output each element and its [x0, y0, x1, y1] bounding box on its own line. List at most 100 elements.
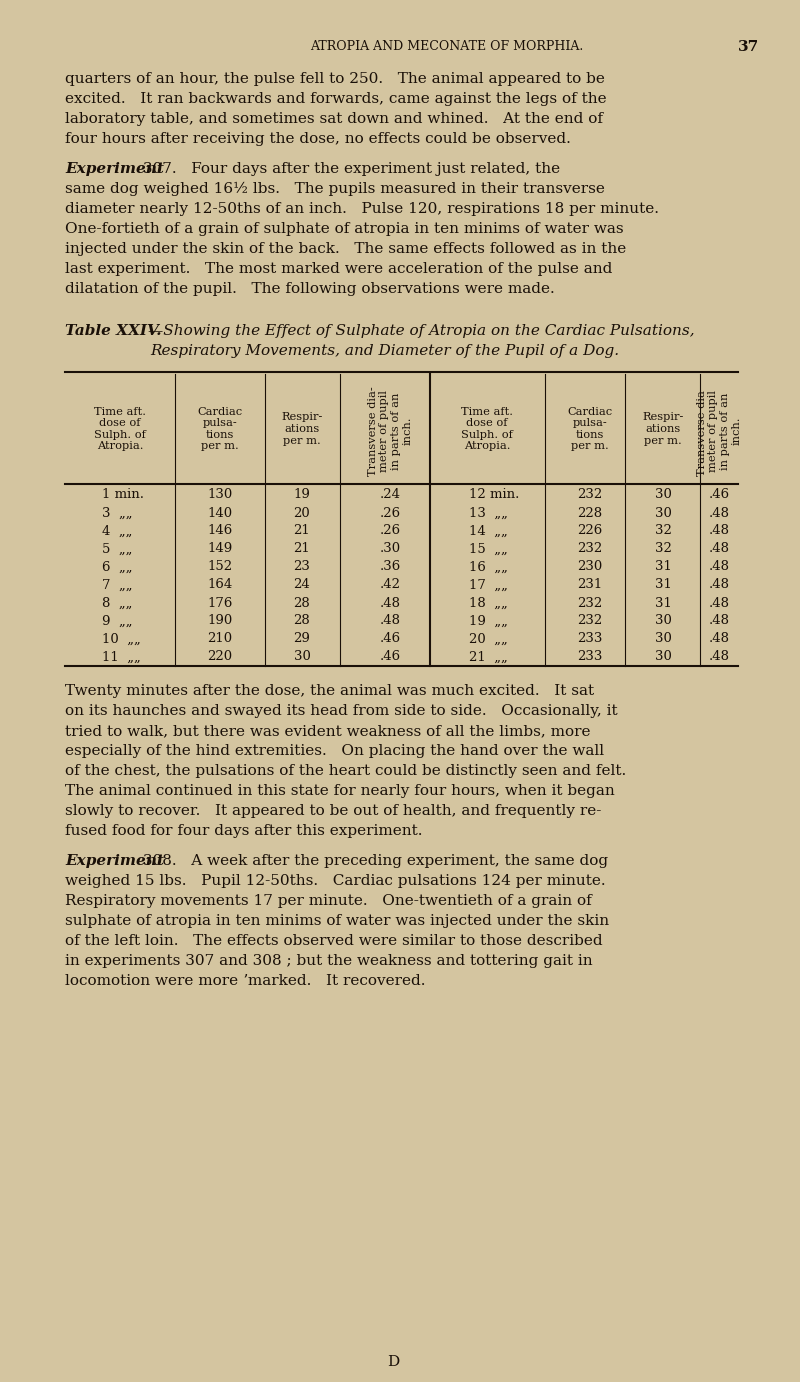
Text: 10  „„: 10 „„	[102, 633, 141, 645]
Text: 19  „„: 19 „„	[469, 615, 508, 627]
Text: 7  „„: 7 „„	[102, 579, 133, 591]
Text: 5  „„: 5 „„	[102, 543, 132, 556]
Text: Cardiac
pulsa-
tions
per m.: Cardiac pulsa- tions per m.	[198, 406, 242, 452]
Text: .48: .48	[379, 597, 401, 609]
Text: 230: 230	[578, 561, 602, 574]
Text: 220: 220	[207, 651, 233, 663]
Text: 233: 233	[578, 633, 602, 645]
Text: Respiratory Movements, and Diameter of the Pupil of a Dog.: Respiratory Movements, and Diameter of t…	[150, 344, 619, 358]
Text: 13  „„: 13 „„	[469, 506, 508, 520]
Text: 233: 233	[578, 651, 602, 663]
Text: 19: 19	[294, 488, 310, 502]
Text: 9  „„: 9 „„	[102, 615, 133, 627]
Text: 20: 20	[294, 506, 310, 520]
Text: .46: .46	[709, 488, 730, 502]
Text: .48: .48	[709, 506, 730, 520]
Text: Time aft.
dose of
Sulph. of
Atropia.: Time aft. dose of Sulph. of Atropia.	[94, 406, 146, 452]
Text: 3  „„: 3 „„	[102, 506, 133, 520]
Text: Cardiac
pulsa-
tions
per m.: Cardiac pulsa- tions per m.	[567, 406, 613, 452]
Text: on its haunches and swayed its head from side to side.   Occasionally, it: on its haunches and swayed its head from…	[65, 703, 618, 719]
Text: Table XXIV.: Table XXIV.	[65, 323, 162, 339]
Text: 31: 31	[654, 561, 671, 574]
Text: 15  „„: 15 „„	[469, 543, 508, 556]
Text: 21  „„: 21 „„	[469, 651, 508, 663]
Text: diameter nearly 12-50ths of an inch.   Pulse 120, respirations 18 per minute.: diameter nearly 12-50ths of an inch. Pul…	[65, 202, 659, 216]
Text: D: D	[387, 1354, 399, 1370]
Text: 32: 32	[654, 543, 671, 556]
Text: .24: .24	[379, 488, 401, 502]
Text: .48: .48	[709, 615, 730, 627]
Text: excited.   It ran backwards and forwards, came against the legs of the: excited. It ran backwards and forwards, …	[65, 93, 606, 106]
Text: locomotion were more ʼmarked.   It recovered.: locomotion were more ʼmarked. It recover…	[65, 974, 426, 988]
Text: of the chest, the pulsations of the heart could be distinctly seen and felt.: of the chest, the pulsations of the hear…	[65, 764, 626, 778]
Text: 24: 24	[294, 579, 310, 591]
Text: tried to walk, but there was evident weakness of all the limbs, more: tried to walk, but there was evident wea…	[65, 724, 590, 738]
Text: Experiment: Experiment	[65, 162, 164, 176]
Text: .26: .26	[379, 506, 401, 520]
Text: 232: 232	[578, 543, 602, 556]
Text: of the left loin.   The effects observed were similar to those described: of the left loin. The effects observed w…	[65, 934, 602, 948]
Text: 307.   Four days after the experiment just related, the: 307. Four days after the experiment just…	[138, 162, 560, 176]
Text: 1 min.: 1 min.	[102, 488, 144, 502]
Text: —Showing the Effect of Sulphate of Atropia on the Cardiac Pulsations,: —Showing the Effect of Sulphate of Atrop…	[148, 323, 694, 339]
Text: Twenty minutes after the dose, the animal was much excited.   It sat: Twenty minutes after the dose, the anima…	[65, 684, 594, 698]
Text: 37: 37	[738, 40, 759, 54]
Text: quarters of an hour, the pulse fell to 250.   The animal appeared to be: quarters of an hour, the pulse fell to 2…	[65, 72, 605, 86]
Text: 21: 21	[294, 525, 310, 538]
Text: 21: 21	[294, 543, 310, 556]
Text: same dog weighed 16½ lbs.   The pupils measured in their transverse: same dog weighed 16½ lbs. The pupils mea…	[65, 182, 605, 196]
Text: Time aft.
dose of
Sulph. of
Atropia.: Time aft. dose of Sulph. of Atropia.	[461, 406, 513, 452]
Text: 164: 164	[207, 579, 233, 591]
Text: especially of the hind extremities.   On placing the hand over the wall: especially of the hind extremities. On p…	[65, 744, 604, 757]
Text: last experiment.   The most marked were acceleration of the pulse and: last experiment. The most marked were ac…	[65, 263, 612, 276]
Text: 130: 130	[207, 488, 233, 502]
Text: 146: 146	[207, 525, 233, 538]
Text: 11  „„: 11 „„	[102, 651, 141, 663]
Text: sulphate of atropia in ten minims of water was injected under the skin: sulphate of atropia in ten minims of wat…	[65, 914, 609, 927]
Text: 226: 226	[578, 525, 602, 538]
Text: Respir-
ations
per m.: Respir- ations per m.	[282, 412, 322, 445]
Text: 28: 28	[294, 615, 310, 627]
Text: 20  „„: 20 „„	[469, 633, 508, 645]
Text: 32: 32	[654, 525, 671, 538]
Text: 14  „„: 14 „„	[469, 525, 508, 538]
Text: .48: .48	[709, 651, 730, 663]
Text: laboratory table, and sometimes sat down and whined.   At the end of: laboratory table, and sometimes sat down…	[65, 112, 603, 126]
Text: .48: .48	[709, 525, 730, 538]
Text: injected under the skin of the back.   The same effects followed as in the: injected under the skin of the back. The…	[65, 242, 626, 256]
Text: .48: .48	[709, 597, 730, 609]
Text: Transverse dia-
meter of pupil
in parts of an
inch.: Transverse dia- meter of pupil in parts …	[697, 386, 742, 475]
Text: 30: 30	[654, 615, 671, 627]
Text: 28: 28	[294, 597, 310, 609]
Text: 16  „„: 16 „„	[469, 561, 508, 574]
Text: Transverse dia-
meter of pupil
in parts of an
inch.: Transverse dia- meter of pupil in parts …	[368, 386, 413, 475]
Text: .48: .48	[709, 579, 730, 591]
Text: fused food for four days after this experiment.: fused food for four days after this expe…	[65, 824, 422, 837]
Text: .26: .26	[379, 525, 401, 538]
Text: ATROPIA AND MECONATE OF MORPHIA.: ATROPIA AND MECONATE OF MORPHIA.	[310, 40, 583, 53]
Text: 8  „„: 8 „„	[102, 597, 132, 609]
Text: 308.   A week after the preceding experiment, the same dog: 308. A week after the preceding experime…	[138, 854, 608, 868]
Text: 176: 176	[207, 597, 233, 609]
Text: weighed 15 lbs.   Pupil 12-50ths.   Cardiac pulsations 124 per minute.: weighed 15 lbs. Pupil 12-50ths. Cardiac …	[65, 873, 606, 889]
Text: The animal continued in this state for nearly four hours, when it began: The animal continued in this state for n…	[65, 784, 614, 797]
Text: 149: 149	[207, 543, 233, 556]
Text: in experiments 307 and 308 ; but the weakness and tottering gait in: in experiments 307 and 308 ; but the wea…	[65, 954, 593, 967]
Text: 6  „„: 6 „„	[102, 561, 133, 574]
Text: 29: 29	[294, 633, 310, 645]
Text: 232: 232	[578, 597, 602, 609]
Text: 190: 190	[207, 615, 233, 627]
Text: 232: 232	[578, 488, 602, 502]
Text: 210: 210	[207, 633, 233, 645]
Text: .30: .30	[379, 543, 401, 556]
Text: .48: .48	[709, 543, 730, 556]
Text: One-fortieth of a grain of sulphate of atropia in ten minims of water was: One-fortieth of a grain of sulphate of a…	[65, 223, 624, 236]
Text: 30: 30	[654, 488, 671, 502]
Text: 140: 140	[207, 506, 233, 520]
Text: .46: .46	[379, 633, 401, 645]
Text: 228: 228	[578, 506, 602, 520]
Text: 30: 30	[654, 506, 671, 520]
Text: .46: .46	[379, 651, 401, 663]
Text: 232: 232	[578, 615, 602, 627]
Text: 12 min.: 12 min.	[469, 488, 519, 502]
